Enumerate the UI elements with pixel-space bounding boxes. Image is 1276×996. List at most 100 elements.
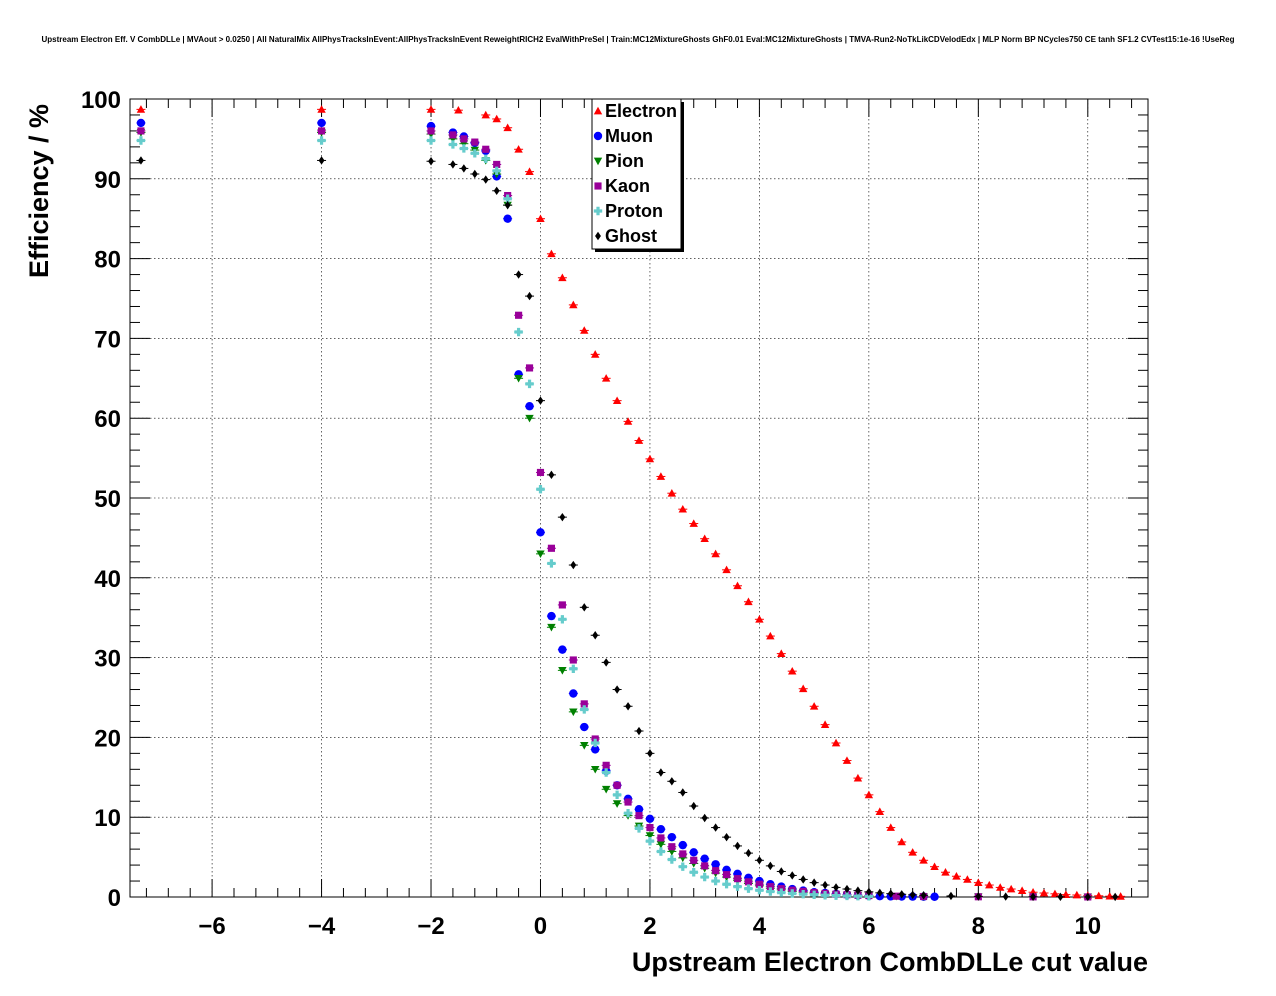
data-point xyxy=(744,884,753,893)
data-point xyxy=(767,861,774,871)
data-point xyxy=(657,834,665,842)
data-point xyxy=(722,871,731,879)
data-point xyxy=(745,848,752,858)
data-point xyxy=(985,880,994,889)
data-point xyxy=(831,738,841,747)
data-point xyxy=(449,131,457,139)
data-point xyxy=(526,291,533,301)
x-tick-label: 0 xyxy=(534,913,547,940)
data-point xyxy=(667,832,677,842)
data-point xyxy=(138,156,144,165)
data-point xyxy=(865,887,872,897)
data-point xyxy=(136,105,146,113)
data-point xyxy=(515,311,523,319)
data-point xyxy=(887,889,894,898)
data-point xyxy=(820,720,830,728)
data-point xyxy=(624,798,632,806)
data-point xyxy=(492,114,501,123)
data-point xyxy=(580,705,589,714)
data-point xyxy=(647,749,653,758)
data-point xyxy=(645,836,655,846)
data-point xyxy=(426,136,436,145)
data-point xyxy=(601,768,611,777)
legend-label: Kaon xyxy=(605,176,650,196)
data-point xyxy=(503,214,512,223)
x-tick-label: −4 xyxy=(308,913,336,940)
data-point xyxy=(591,765,600,774)
data-point xyxy=(656,472,666,480)
data-point xyxy=(1116,892,1125,900)
data-point xyxy=(602,761,610,769)
legend-label: Muon xyxy=(605,126,653,146)
data-point xyxy=(525,364,534,372)
legend-marker xyxy=(595,231,601,241)
series-proton xyxy=(136,136,874,901)
data-point xyxy=(547,623,556,632)
data-point xyxy=(318,156,325,165)
data-point xyxy=(908,848,917,856)
data-point xyxy=(504,200,511,210)
data-point xyxy=(471,169,478,179)
series-electron xyxy=(136,105,1126,900)
data-point xyxy=(601,785,611,794)
data-point xyxy=(777,649,786,657)
y-tick-label: 20 xyxy=(94,725,121,752)
data-point xyxy=(459,144,469,153)
data-point xyxy=(733,875,742,883)
data-point xyxy=(525,379,534,389)
data-point xyxy=(755,615,764,623)
data-point xyxy=(833,883,839,892)
data-point xyxy=(514,374,523,383)
data-point xyxy=(766,887,775,896)
data-point xyxy=(679,788,686,797)
data-point xyxy=(844,884,850,894)
data-point xyxy=(482,145,490,153)
data-point xyxy=(1094,891,1103,900)
data-point xyxy=(558,667,567,675)
y-tick-label: 10 xyxy=(94,805,121,832)
data-point xyxy=(756,856,763,865)
data-point xyxy=(558,273,567,282)
data-point xyxy=(580,742,589,750)
y-tick-label: 60 xyxy=(94,406,121,433)
data-point xyxy=(137,127,145,135)
data-point xyxy=(875,807,885,815)
data-point xyxy=(136,118,146,128)
data-point xyxy=(897,837,906,846)
data-point xyxy=(1084,892,1091,902)
x-axis-title: Upstream Electron CombDLLe cut value xyxy=(632,947,1148,977)
legend-marker xyxy=(593,106,603,115)
data-point xyxy=(525,167,534,175)
data-point xyxy=(755,880,763,888)
data-point xyxy=(317,105,326,113)
data-point xyxy=(733,882,742,891)
series-muon xyxy=(136,118,940,901)
data-point xyxy=(612,800,622,808)
data-point xyxy=(623,417,633,425)
data-point xyxy=(656,840,666,849)
data-point xyxy=(678,504,687,513)
data-point xyxy=(580,722,589,732)
data-point xyxy=(1006,884,1016,893)
data-point xyxy=(591,745,600,754)
legend-marker xyxy=(594,182,602,190)
x-tick-label: −2 xyxy=(417,913,444,940)
data-point xyxy=(569,708,578,717)
data-point xyxy=(613,781,621,789)
data-point xyxy=(460,164,467,173)
data-point xyxy=(536,214,545,223)
data-point xyxy=(580,700,588,708)
data-point xyxy=(800,875,807,884)
data-point xyxy=(853,892,863,901)
legend-label: Proton xyxy=(605,201,663,221)
data-point xyxy=(744,597,753,606)
data-point xyxy=(645,454,655,463)
data-point xyxy=(864,892,874,901)
data-point xyxy=(1105,892,1114,900)
data-point xyxy=(634,824,644,833)
data-point xyxy=(136,136,146,145)
data-points xyxy=(136,105,1126,902)
data-point xyxy=(854,886,861,895)
data-point xyxy=(547,249,556,258)
